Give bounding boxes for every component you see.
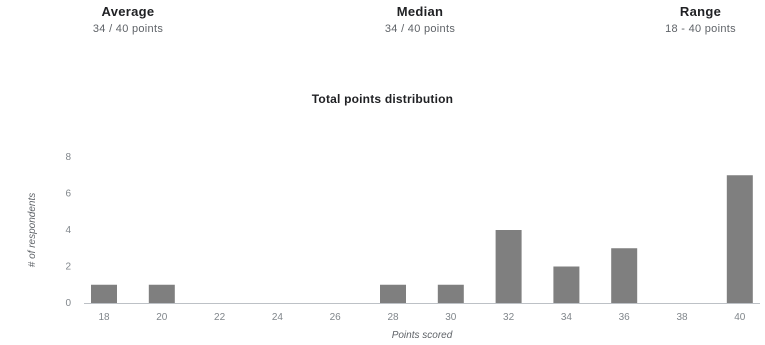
x-axis-title: Points scored bbox=[392, 330, 453, 341]
bar-20 bbox=[148, 284, 175, 303]
x-tick-label: 40 bbox=[734, 312, 746, 323]
y-tick-label: 0 bbox=[65, 298, 71, 309]
bar-18 bbox=[91, 284, 117, 303]
stat-median-value: 34 / 40 points bbox=[384, 23, 456, 35]
y-tick-label: 2 bbox=[65, 262, 71, 273]
x-tick-label: 34 bbox=[561, 312, 573, 323]
x-tick-label: 32 bbox=[503, 312, 515, 323]
y-tick-label: 6 bbox=[65, 189, 71, 200]
bars bbox=[91, 175, 753, 303]
x-tick-label: 18 bbox=[98, 312, 110, 323]
y-tick-label: 4 bbox=[65, 225, 71, 236]
bar-28 bbox=[380, 284, 406, 303]
x-axis-ticks: 18 20 22 24 26 28 30 32 34 36 38 40 bbox=[98, 312, 745, 323]
stat-range-label: Range bbox=[679, 4, 722, 19]
x-tick-label: 28 bbox=[387, 312, 399, 323]
x-tick-label: 22 bbox=[214, 312, 226, 323]
x-tick-label: 26 bbox=[330, 312, 342, 323]
stat-average-value: 34 / 40 points bbox=[92, 23, 164, 35]
chart-title: Total points distribution bbox=[311, 92, 454, 106]
stat-median-label: Median bbox=[396, 4, 444, 19]
y-tick-label: 8 bbox=[65, 152, 71, 163]
x-tick-label: 20 bbox=[156, 312, 168, 323]
x-tick-label: 24 bbox=[272, 312, 284, 323]
stat-range-value: 18 - 40 points bbox=[665, 23, 736, 35]
bar-34 bbox=[553, 266, 580, 303]
bar-32 bbox=[495, 230, 522, 303]
bar-36 bbox=[611, 248, 638, 303]
x-tick-label: 38 bbox=[676, 312, 688, 323]
x-tick-label: 30 bbox=[445, 312, 457, 323]
stat-average: Average 34 / 40 points bbox=[68, 4, 188, 35]
y-axis-ticks: 0 2 4 6 8 bbox=[65, 152, 71, 309]
stat-median: Median 34 / 40 points bbox=[360, 4, 480, 35]
bar-40 bbox=[726, 175, 753, 303]
stat-average-label: Average bbox=[101, 4, 155, 19]
y-axis-title: # of respondents bbox=[27, 193, 38, 268]
x-tick-label: 36 bbox=[619, 312, 631, 323]
bar-30 bbox=[437, 284, 464, 303]
stat-range: Range 18 - 40 points bbox=[636, 4, 765, 35]
